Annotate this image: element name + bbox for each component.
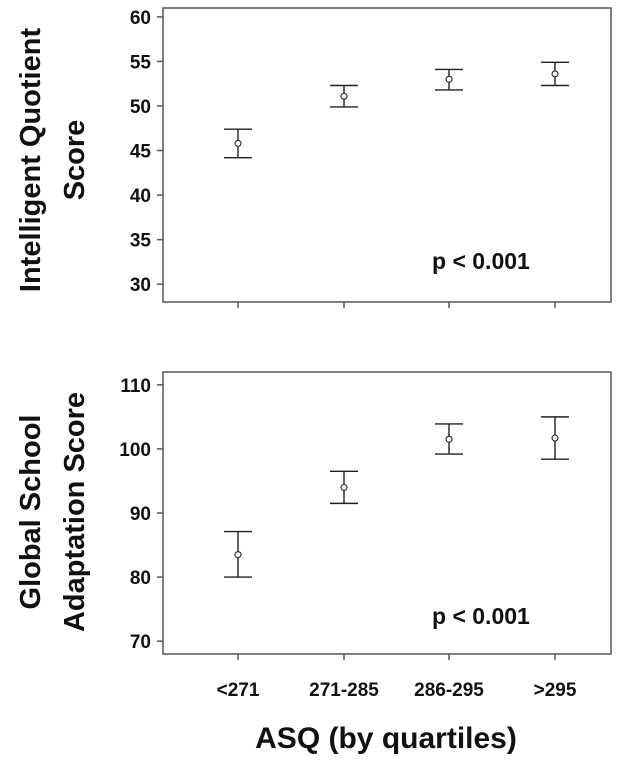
iq-mean-point (234, 139, 242, 147)
iq-mean-point (340, 92, 348, 100)
iq-y-axis-label-line-1: Intelligent Quotient (15, 28, 47, 293)
iq-y-tick-label: 30 (130, 275, 151, 296)
school-y-tick-label: 80 (130, 568, 151, 589)
iq-plot-frame (162, 7, 612, 303)
school-mean-point (445, 435, 453, 443)
iq-panel: 30 35 40 45 50 55 60 Intelligent Quotient Scor… (15, 7, 612, 308)
school-mean-point (234, 551, 242, 559)
iq-y-tick-label: 35 (130, 231, 152, 252)
iq-y-tick-label: 55 (130, 52, 152, 73)
x-category-label: 271-285 (309, 680, 379, 701)
iq-error-bars (224, 61, 569, 159)
school-plot-frame (162, 371, 612, 655)
iq-y-axis-label-line-2: Score (59, 120, 91, 201)
school-error-bars (224, 416, 569, 578)
iq-y-tick-label: 40 (130, 186, 151, 207)
x-category-label: 286-295 (414, 680, 484, 701)
school-y-axis-label-line-2: Adaptation Score (59, 392, 91, 632)
school-y-tick-label: 100 (119, 440, 151, 461)
iq-x-axis (237, 302, 556, 308)
school-y-axis-label-line-1: Global School (15, 415, 47, 610)
school-y-tick-label: 90 (130, 504, 151, 525)
school-y-tick-label: 70 (130, 632, 151, 653)
iq-p-value: p < 0.001 (432, 248, 530, 274)
x-category-label: >295 (534, 680, 577, 701)
iq-y-tick-label: 50 (130, 97, 151, 118)
school-y-tick-label: 110 (120, 376, 151, 397)
iq-mean-point (445, 75, 453, 83)
x-axis-label: ASQ (by quartiles) (255, 722, 517, 755)
school-x-axis (237, 654, 556, 660)
school-y-axis: 70 80 90 100 110 (119, 376, 163, 653)
school-panel: 70 80 90 100 110 Global School Adaptation Sc… (15, 371, 612, 660)
iq-y-tick-label: 60 (130, 8, 151, 29)
school-mean-point (551, 434, 559, 442)
x-category-label: <271 (217, 680, 260, 701)
school-mean-point (340, 483, 348, 491)
school-p-value: p < 0.001 (432, 603, 530, 629)
iq-y-axis: 30 35 40 45 50 55 60 (130, 8, 163, 296)
iq-mean-point (551, 70, 559, 78)
iq-y-tick-label: 45 (130, 142, 152, 163)
x-category-labels: <271 271-285 286-295 >295 (217, 680, 577, 701)
